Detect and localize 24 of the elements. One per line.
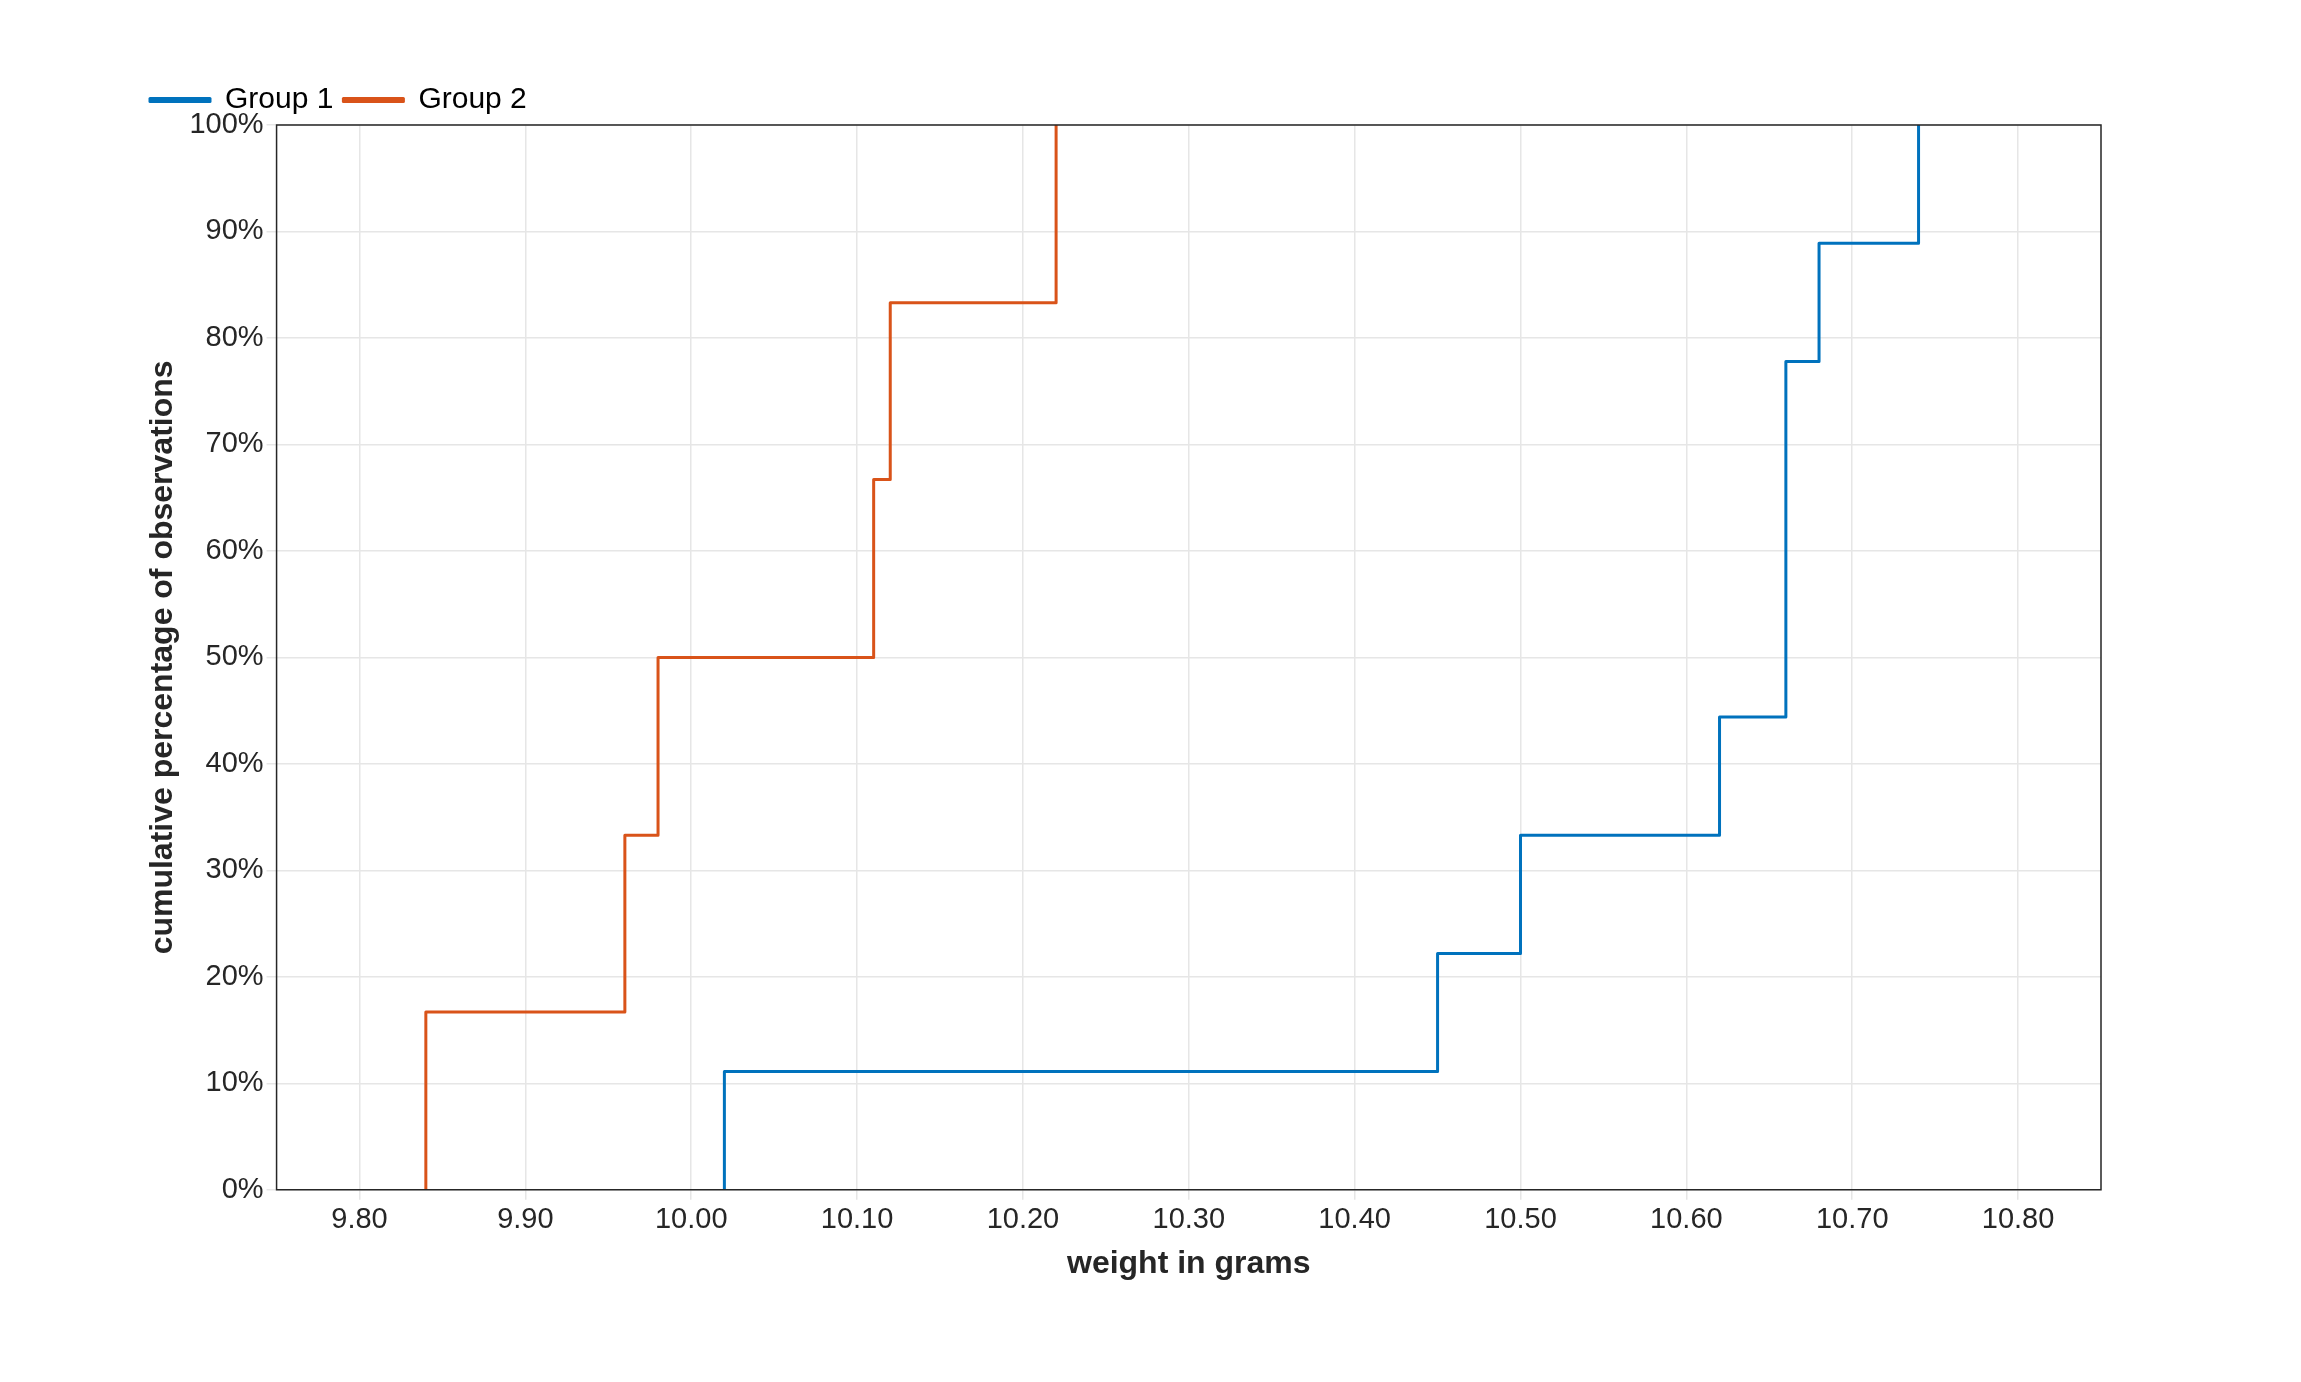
y-tick-label: 80% <box>205 319 264 352</box>
x-tick-label: 10.20 <box>986 1202 1060 1235</box>
y-tick-label: 20% <box>205 958 264 991</box>
x-tick-label: 10.40 <box>1318 1202 1391 1235</box>
x-tick-label: 10.60 <box>1650 1202 1723 1235</box>
y-tick-label: 60% <box>205 532 264 565</box>
x-tick-label: 10.30 <box>1152 1202 1226 1235</box>
x-tick-label: 10.70 <box>1815 1202 1889 1235</box>
x-axis-title: weight in grams <box>1065 1243 1311 1280</box>
y-tick-label: 90% <box>205 213 264 246</box>
y-tick-label: 0% <box>221 1171 264 1204</box>
y-tick-label: 30% <box>205 852 264 885</box>
y-tick-label: 70% <box>205 426 264 459</box>
legend-label: Group 2 <box>418 81 527 115</box>
x-tick-label: 10.10 <box>820 1202 894 1235</box>
x-tick-label: 10.00 <box>654 1202 728 1235</box>
x-tick-label: 10.80 <box>1981 1202 2055 1235</box>
x-tick-label: 10.50 <box>1484 1202 1557 1235</box>
y-axis-title: cumulative percentage of observations <box>143 360 180 955</box>
x-tick-label: 9.90 <box>497 1202 554 1235</box>
x-tick-label: 9.80 <box>331 1202 388 1235</box>
y-tick-label: 50% <box>205 639 264 672</box>
y-tick-label: 10% <box>205 1065 264 1098</box>
y-tick-label: 40% <box>205 745 264 778</box>
